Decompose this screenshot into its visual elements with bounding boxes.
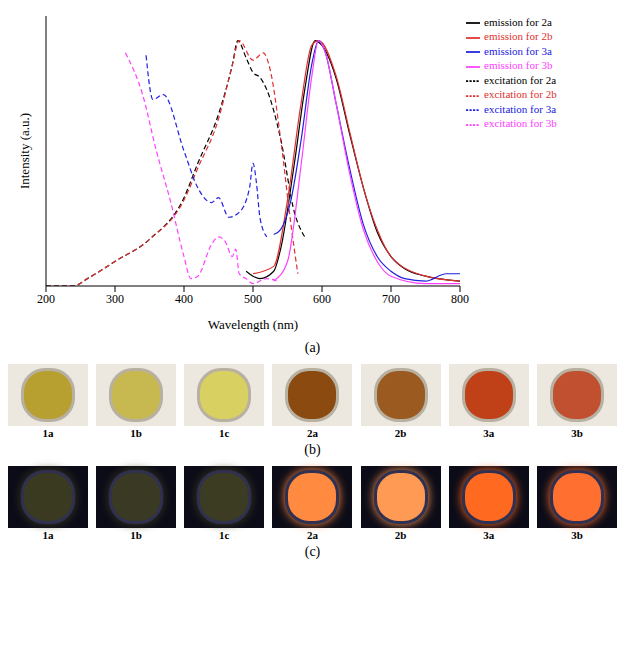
html-text:excitation for 2a: excitation for 2a [484,73,557,86]
html-text:(b): (b) [304,442,321,457]
svg-text:200: 200 [37,292,55,306]
html-text:emission for 3a: emission for 3a [484,44,552,57]
svg-text:Wavelength (nm): Wavelength (nm) [208,317,298,332]
html-text:emission for 2a: emission for 2a [484,16,552,28]
html-text:3b: 3b [571,427,583,439]
html-text:1c: 1c [219,529,230,541]
svg-text:800: 800 [451,292,469,306]
html-text:1a: 1a [42,427,54,439]
svg-text:400: 400 [175,292,193,306]
html-text:2b: 2b [394,427,407,439]
html-text:2b: 2b [394,529,407,541]
html-text:emission for 2b: emission for 2b [484,30,553,43]
html-text:1b: 1b [130,529,142,541]
html-text:3a: 3a [483,427,495,439]
svg-text:300: 300 [106,292,124,306]
svg-text:Intensity (a.u.): Intensity (a.u.) [17,113,32,189]
html-text:1b: 1b [130,427,142,439]
html-text:excitation for 3a: excitation for 3a [484,102,557,115]
html-text:3a: 3a [483,529,495,541]
html-text:emission for 3b: emission for 3b [484,59,553,72]
html-text:excitation for 3b: excitation for 3b [484,117,557,130]
html-text:1c: 1c [219,427,230,439]
html-text:3b: 3b [571,529,583,541]
html-text:1a: 1a [42,529,54,541]
svg-text:500: 500 [244,292,262,306]
svg-text:700: 700 [382,292,400,306]
html-text:(c): (c) [304,544,321,559]
html-text:excitation for 2b: excitation for 2b [484,88,557,101]
html-text:(a): (a) [304,340,321,355]
svg-text:600: 600 [313,292,331,306]
html-text:2a: 2a [307,529,318,541]
html-text:2a: 2a [307,427,318,439]
